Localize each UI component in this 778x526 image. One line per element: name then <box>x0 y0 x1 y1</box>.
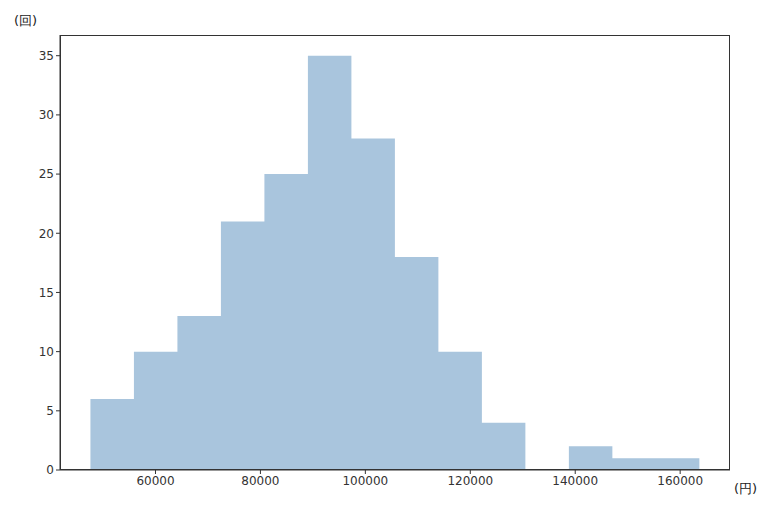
svg-text:140000: 140000 <box>552 474 598 488</box>
svg-text:120000: 120000 <box>447 474 493 488</box>
svg-text:0: 0 <box>46 463 54 477</box>
html-text:(円): (円) <box>734 481 758 496</box>
svg-text:80000: 80000 <box>241 474 279 488</box>
svg-text:25: 25 <box>39 167 54 181</box>
svg-text:35: 35 <box>39 49 54 63</box>
svg-text:30: 30 <box>39 108 54 122</box>
svg-text:15: 15 <box>39 286 54 300</box>
svg-text:160000: 160000 <box>657 474 703 488</box>
svg-text:60000: 60000 <box>136 474 174 488</box>
html-text:(回): (回) <box>14 13 38 28</box>
svg-text:20: 20 <box>39 227 54 241</box>
svg-text:10: 10 <box>39 345 54 359</box>
svg-text:100000: 100000 <box>342 474 388 488</box>
svg-text:5: 5 <box>46 404 54 418</box>
